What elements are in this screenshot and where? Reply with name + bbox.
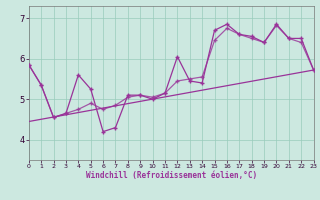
X-axis label: Windchill (Refroidissement éolien,°C): Windchill (Refroidissement éolien,°C): [86, 171, 257, 180]
